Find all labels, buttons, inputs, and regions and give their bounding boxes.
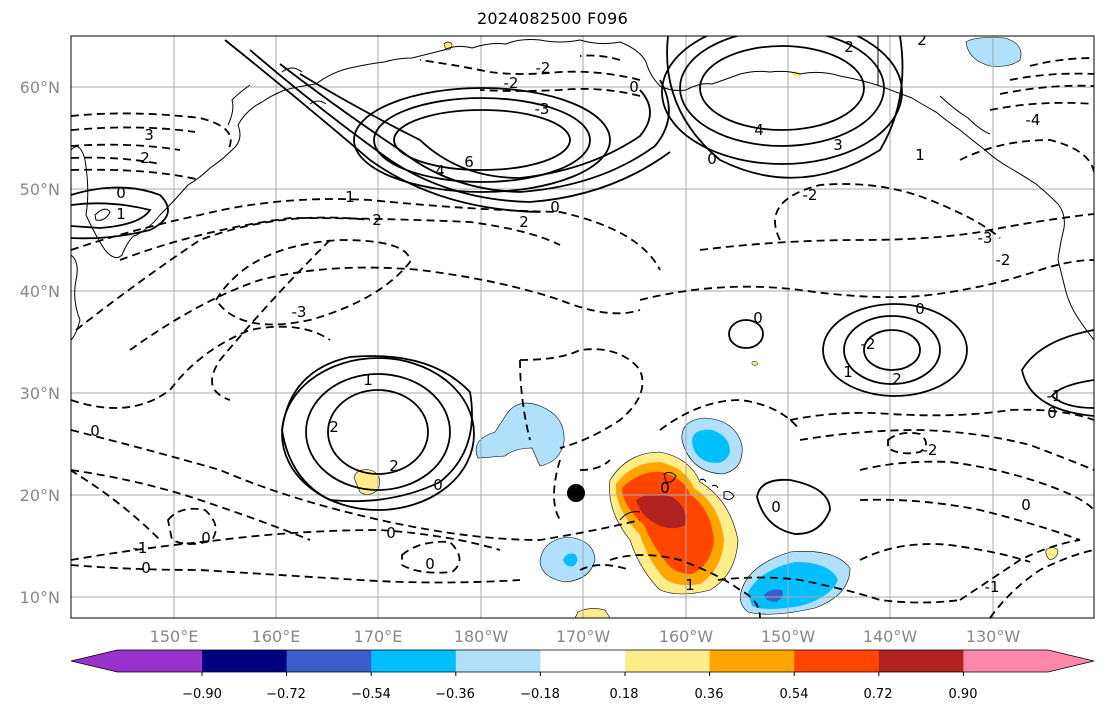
positive-contours	[71, 36, 1094, 535]
lon-label: 150°W	[761, 627, 816, 646]
colorbar-segment	[794, 650, 880, 672]
contour-label: 0	[629, 78, 639, 96]
contour-label: -1	[133, 539, 148, 557]
contour-label: 1	[915, 146, 925, 164]
lat-label: 20°N	[20, 486, 60, 505]
lat-label: 30°N	[20, 384, 60, 403]
colorbar-tick-label: −0.36	[435, 687, 475, 702]
contour-label: 4	[435, 162, 445, 180]
contour-label: -1	[985, 578, 1000, 596]
contour-label: 0	[1047, 404, 1057, 422]
colorbar-segment	[286, 650, 372, 672]
lon-label: 170°W	[556, 627, 611, 646]
lat-label: 60°N	[20, 78, 60, 97]
lon-label: 160°W	[659, 627, 714, 646]
contour-label: 2	[140, 149, 150, 167]
contour-label: -2	[504, 74, 519, 92]
colorbar-tick-label: 0.72	[864, 687, 893, 702]
contour-label: 0	[771, 498, 781, 516]
contour-label: 1	[843, 363, 853, 381]
colorbar-tick-label: −0.18	[520, 687, 560, 702]
contour-label: 0	[1021, 496, 1031, 514]
colorbar-extend-high	[963, 650, 1094, 672]
contour-label: -1	[1047, 387, 1062, 405]
contour-label: 2	[519, 213, 529, 231]
colorbar	[70, 649, 1095, 676]
lon-label: 160°E	[252, 627, 301, 646]
colorbar-segment	[878, 650, 964, 672]
lon-label: 140°W	[863, 627, 918, 646]
contour-labels: 3 2 0 1 -3 2 2 -2 4 6 0 -2 -3 0 1 2 0 2 …	[90, 31, 1062, 596]
colorbar-tick-label: −0.54	[351, 687, 391, 702]
colorbar-ticks: −0.90 −0.72 −0.54 −0.36 −0.18 0.18 0.36 …	[182, 687, 977, 702]
colorbar-tick-label: 0.18	[610, 687, 639, 702]
colorbar-tick-label: −0.90	[182, 687, 222, 702]
colorbar-tick-label: −0.72	[266, 687, 306, 702]
contour-label: -2	[803, 186, 818, 204]
colorbar-segment	[371, 650, 457, 672]
contour-label: 3	[144, 126, 154, 144]
colorbar-outline	[70, 649, 1095, 673]
contour-label: -3	[978, 229, 993, 247]
contour-label: 1	[345, 188, 355, 206]
map-title: 2024082500 F096	[476, 9, 629, 28]
contour-label: -3	[535, 100, 550, 118]
contour-label: -3	[292, 303, 307, 321]
colorbar-segment	[709, 650, 795, 672]
contour-label: 2	[917, 31, 927, 49]
longitude-labels: 150°E 160°E 170°E 180°W 170°W 160°W 150°…	[150, 627, 1021, 646]
colorbar-segment	[202, 650, 288, 672]
colorbar-extend-low	[71, 650, 202, 672]
contour-label: 6	[464, 153, 474, 171]
lon-label: 170°E	[354, 627, 403, 646]
lat-label: 50°N	[20, 180, 60, 199]
contour-label: 0	[915, 300, 925, 318]
contour-label: 2	[372, 211, 382, 229]
contour-label: 2	[844, 38, 854, 56]
contour-label: 0	[201, 529, 211, 547]
colorbar-segment	[455, 650, 541, 672]
contour-label: 2	[892, 370, 902, 388]
contour-label: 4	[754, 121, 764, 139]
plot-frame	[70, 35, 1095, 619]
contour-label: 0	[386, 524, 396, 542]
lat-label: 40°N	[20, 282, 60, 301]
storm-center-dot	[567, 484, 585, 502]
contour-label: 0	[707, 150, 717, 168]
contour-label: 0	[116, 184, 126, 202]
contour-label: -2	[861, 335, 876, 353]
colorbar-segment	[625, 650, 711, 672]
negative-contours	[71, 54, 1094, 618]
contour-label: 1	[685, 576, 695, 594]
lat-label: 10°N	[20, 588, 60, 607]
contour-label: 0	[660, 479, 670, 497]
latitude-labels: 60°N 50°N 40°N 30°N 20°N 10°N	[20, 78, 60, 607]
contour-label: 0	[433, 476, 443, 494]
colorbar-tick-label: 0.36	[695, 687, 724, 702]
contour-label: 1	[363, 371, 373, 389]
contour-label: 3	[833, 136, 843, 154]
colorbar-tick-label: 0.90	[949, 687, 978, 702]
contour-label: 0	[141, 559, 151, 577]
contour-label: 0	[90, 422, 100, 440]
shaded-anomaly-field	[353, 37, 1059, 618]
lon-label: 150°E	[150, 627, 199, 646]
contour-label: 0	[425, 555, 435, 573]
contour-label: 1	[116, 205, 126, 223]
contour-label: 2	[329, 418, 339, 436]
contour-label: 0	[550, 198, 560, 216]
lon-label: 130°W	[966, 627, 1021, 646]
contour-label: -2	[996, 251, 1011, 269]
contour-label: 2	[389, 457, 399, 475]
lon-label: 180°W	[454, 627, 509, 646]
contour-label: -2	[536, 59, 551, 77]
colorbar-tick-label: 0.54	[780, 687, 809, 702]
colorbar-segment	[540, 650, 626, 672]
contour-label: 0	[753, 309, 763, 327]
contour-label: -2	[923, 441, 938, 459]
contour-label: -4	[1026, 111, 1041, 129]
